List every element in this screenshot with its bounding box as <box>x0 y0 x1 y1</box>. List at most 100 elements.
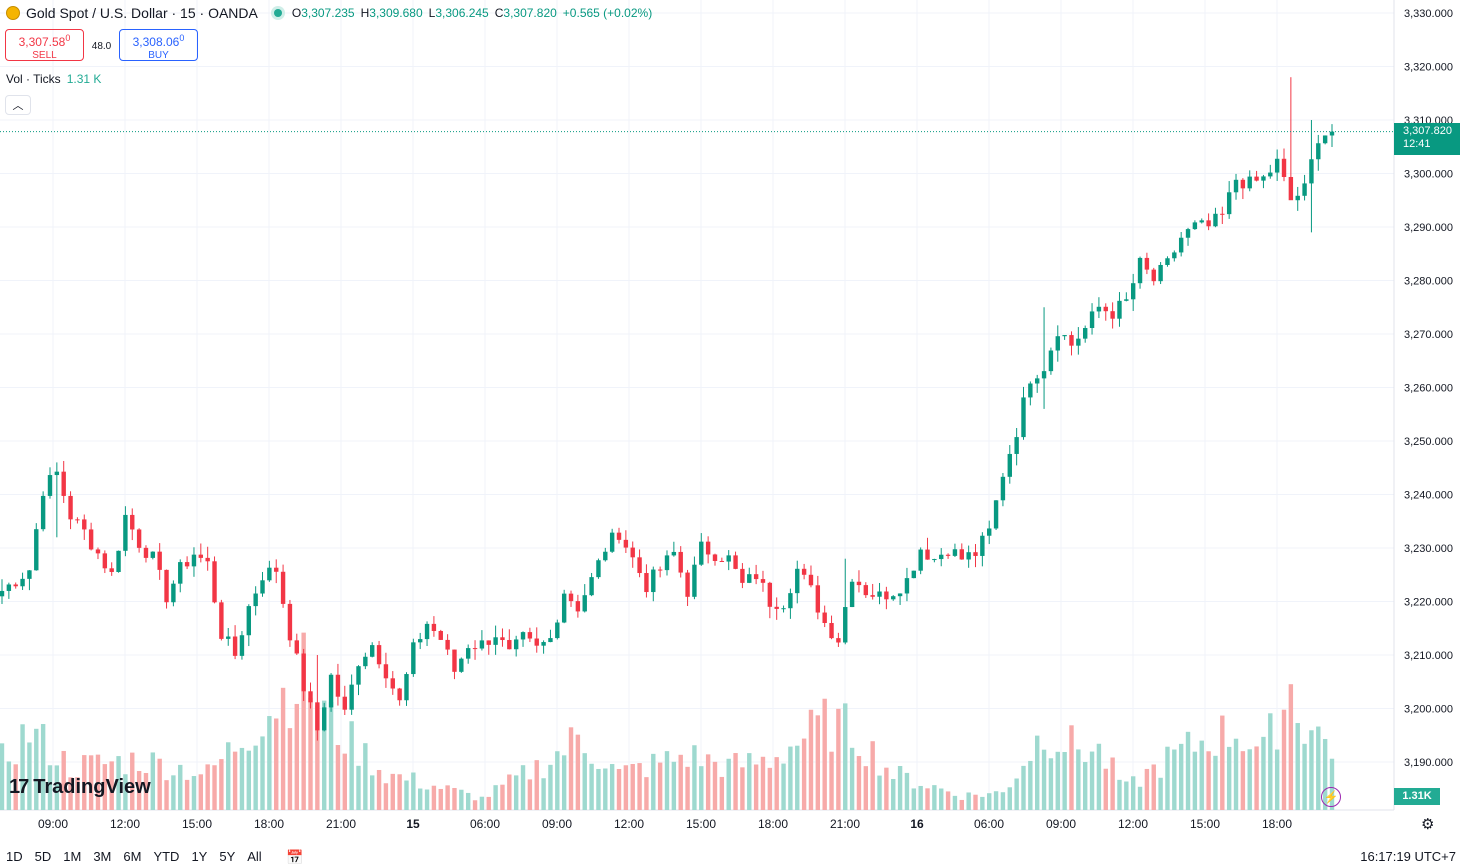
sell-price: 3,307.58 <box>18 35 66 49</box>
clock-readout[interactable]: 16:17:19 UTC+7 <box>1360 849 1456 864</box>
volume-bar <box>719 776 725 810</box>
range-button-1y[interactable]: 1Y <box>191 849 208 864</box>
candle-body <box>644 573 649 593</box>
volume-bar <box>822 698 827 810</box>
volume-bar <box>1014 778 1019 810</box>
candle-body <box>191 554 197 567</box>
candle-body <box>1302 183 1307 196</box>
gear-icon[interactable]: ⚙ <box>1421 816 1435 833</box>
time-tick-label: 21:00 <box>830 817 860 831</box>
volume-bar <box>150 752 156 810</box>
buy-button[interactable]: 3,308.060 BUY <box>119 29 198 61</box>
volume-bar <box>500 784 505 810</box>
volume-bar <box>911 788 917 810</box>
candle-body <box>68 495 73 520</box>
time-tick-label: 06:00 <box>470 817 500 831</box>
candle-body <box>260 580 265 594</box>
volume-bar <box>1268 713 1273 810</box>
range-button-1m[interactable]: 1M <box>63 849 82 864</box>
range-button-3m[interactable]: 3M <box>93 849 112 864</box>
candle-body <box>987 528 992 536</box>
volume-bar <box>966 792 971 810</box>
volume-bar <box>294 703 299 810</box>
price-tick-label: 3,200.000 <box>1404 704 1453 716</box>
time-tick-label: 18:00 <box>758 817 788 831</box>
range-button-ytd[interactable]: YTD <box>153 849 180 864</box>
candle-body <box>561 593 567 623</box>
candle-body <box>184 562 190 567</box>
candle-body <box>417 639 423 643</box>
range-button-all[interactable]: All <box>247 849 262 864</box>
candle-body <box>966 552 971 560</box>
volume-bar <box>164 780 169 810</box>
price-tick-label: 3,290.000 <box>1404 222 1453 234</box>
volume-bar <box>575 734 581 810</box>
candle-body <box>315 702 320 731</box>
candle-body <box>27 570 32 579</box>
volume-bar <box>6 761 12 810</box>
candle-body <box>1041 371 1047 379</box>
range-button-1d[interactable]: 1D <box>6 849 23 864</box>
time-tick-label: 18:00 <box>254 817 284 831</box>
volume-legend[interactable]: Vol · Ticks 1.31 K <box>6 72 101 86</box>
candle-body <box>1096 306 1102 312</box>
volume-bar <box>1233 738 1239 810</box>
volume-bar <box>685 766 690 810</box>
last-price-value: 3,307.820 <box>1403 125 1452 137</box>
candle-body <box>877 591 882 597</box>
candle-body <box>822 612 827 623</box>
volume-bar <box>870 741 875 810</box>
volume-bar <box>952 795 958 810</box>
candle-body <box>1014 437 1019 454</box>
volume-bar <box>863 766 869 810</box>
volume-bar <box>891 778 896 810</box>
ohlc-value: +0.565 (+0.02%) <box>562 6 653 20</box>
range-button-5d[interactable]: 5D <box>34 849 52 864</box>
candle-body <box>267 567 272 581</box>
candle-body <box>479 640 485 649</box>
volume-bar <box>945 791 951 810</box>
candle-body <box>897 593 903 597</box>
sell-button[interactable]: 3,307.580 SELL <box>5 29 84 61</box>
volume-bar <box>1117 779 1122 810</box>
candle-body <box>1274 158 1280 173</box>
tradingview-logo[interactable]: 17 TradingView <box>9 776 151 799</box>
candle-body <box>1151 269 1156 282</box>
candle-body <box>1130 283 1136 300</box>
range-button-5y[interactable]: 5Y <box>219 849 236 864</box>
volume-bar <box>1165 746 1170 810</box>
volume-bar <box>178 764 183 810</box>
volume-bar <box>589 763 594 810</box>
range-button-6m[interactable]: 6M <box>123 849 142 864</box>
volume-bar <box>411 772 416 810</box>
candle-body <box>383 664 389 679</box>
market-status-icon[interactable] <box>273 9 282 17</box>
candle-body <box>335 674 341 697</box>
chevron-up-icon[interactable]: ︿ <box>5 95 31 115</box>
volume-bar <box>13 764 18 810</box>
calendar-icon[interactable]: 📅 <box>286 849 304 865</box>
volume-bar <box>1035 735 1040 810</box>
lightning-icon[interactable]: ⚡ <box>1321 787 1341 807</box>
time-tick-label: 12:00 <box>110 817 140 831</box>
candle-body <box>541 642 546 646</box>
volume-bar <box>40 724 46 810</box>
candle-body <box>1089 311 1095 329</box>
volume-bar <box>664 751 670 810</box>
candle-body <box>1213 213 1218 227</box>
volume-bar <box>157 758 162 810</box>
volume-bar <box>1295 723 1300 810</box>
symbol-title[interactable]: Gold Spot / U.S. Dollar · 15 · OANDA <box>26 5 258 21</box>
candle-body <box>918 549 923 571</box>
volume-bar <box>123 774 128 810</box>
volume-bar <box>404 780 409 810</box>
candle-body <box>349 684 354 710</box>
candle-body <box>424 623 430 640</box>
volume-bar <box>692 745 697 810</box>
price-tick-label: 3,280.000 <box>1404 276 1453 288</box>
candle-body <box>20 578 25 587</box>
volume-bar <box>232 751 238 810</box>
volume-bar <box>47 765 53 810</box>
volume-bar <box>760 756 766 810</box>
